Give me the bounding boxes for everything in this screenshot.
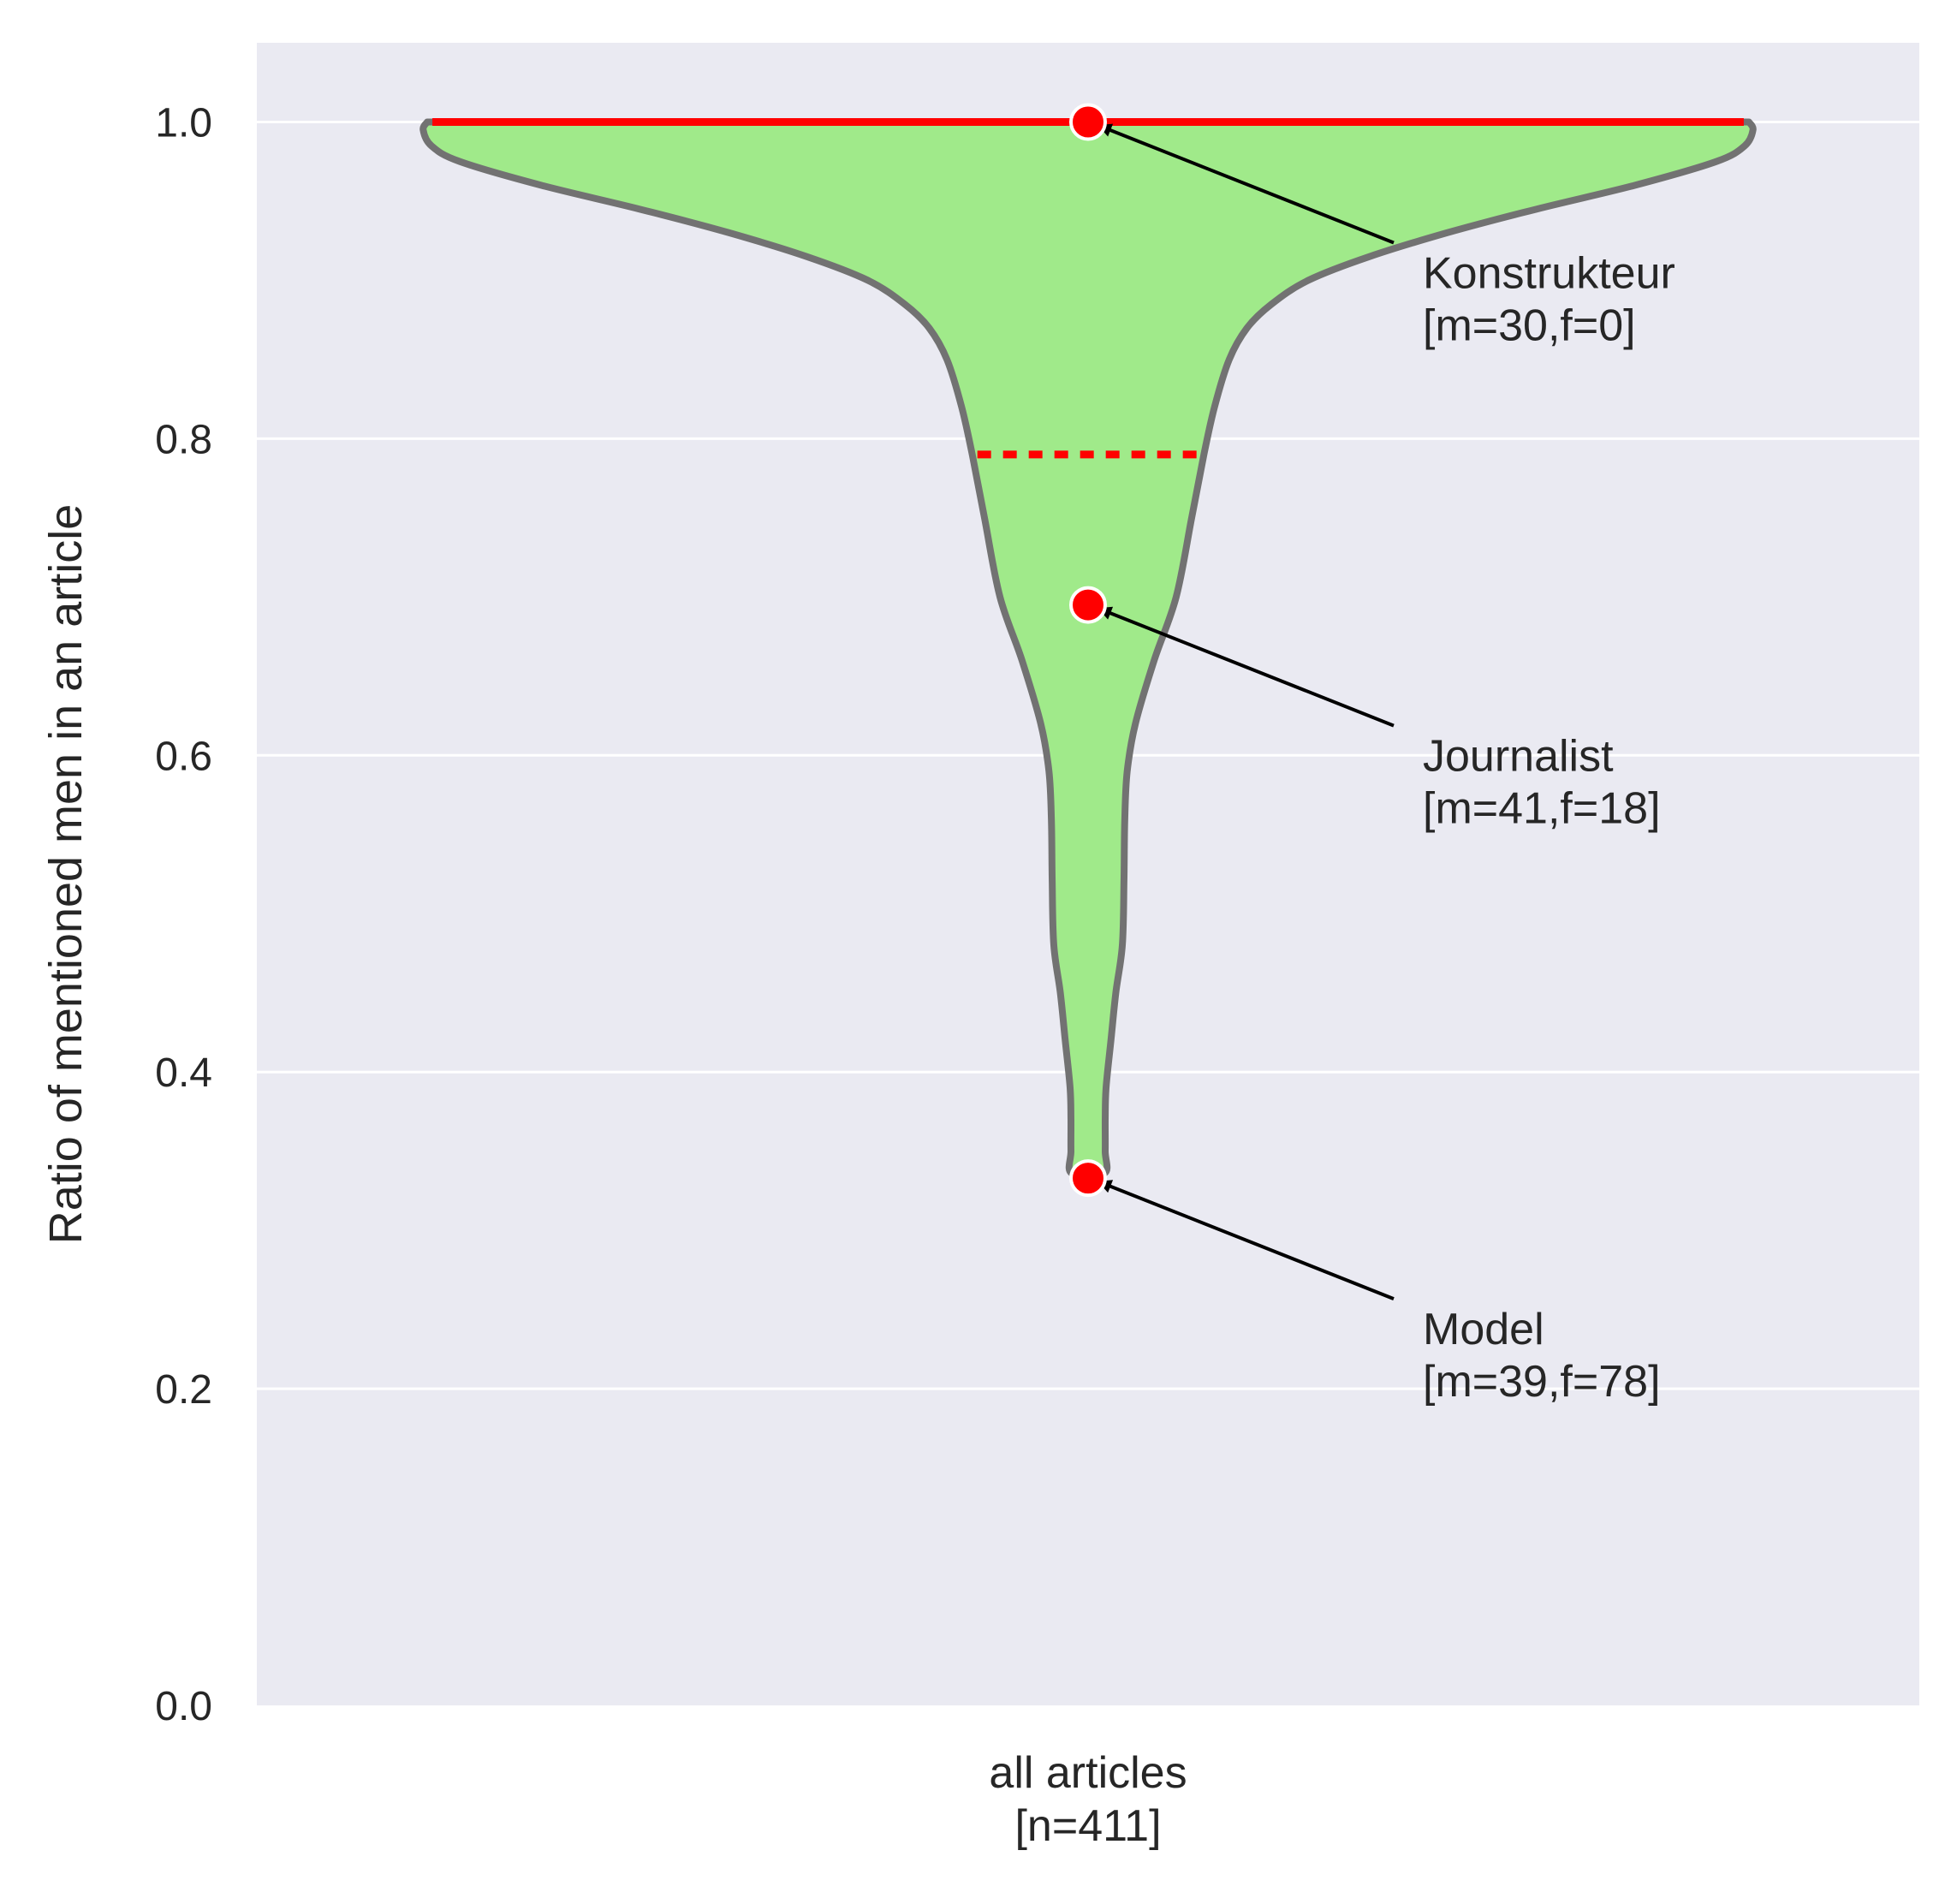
- y-tick-labels: 0.0 0.2 0.4 0.6 0.8 1.0: [155, 100, 212, 1729]
- y-axis-title: Ratio of mentioned men in an article: [40, 504, 92, 1244]
- annotation-arrow: [1097, 123, 1395, 245]
- category-count-label: [n=411]: [1014, 1801, 1161, 1851]
- y-tick-label: 0.4: [155, 1050, 212, 1096]
- annotation-arrow: [1097, 606, 1395, 728]
- y-tick-label: 0.2: [155, 1367, 212, 1413]
- annotation-label: Journalist: [1423, 732, 1614, 782]
- annotated-point: [1069, 586, 1107, 624]
- annotation-label: Konstrukteur: [1423, 248, 1675, 298]
- annotation-label: Model: [1423, 1305, 1544, 1354]
- y-tick-label: 0.8: [155, 417, 212, 462]
- category-label: all articles: [989, 1748, 1187, 1798]
- annotation-arrow: [1097, 1180, 1395, 1300]
- annotation-counts: [m=41,f=18]: [1423, 784, 1661, 834]
- annotation-counts: [m=30,f=0]: [1423, 300, 1636, 350]
- y-tick-label: 0.6: [155, 734, 212, 779]
- annotations: Konstrukteur[m=30,f=0] Journalist[m=41,f=…: [1069, 103, 1675, 1407]
- annotation-counts: [m=39,f=78]: [1423, 1357, 1661, 1407]
- y-tick-label: 0.0: [155, 1684, 212, 1729]
- annotated-point: [1069, 1159, 1107, 1198]
- annotated-point: [1069, 103, 1107, 141]
- y-tick-label: 1.0: [155, 100, 212, 146]
